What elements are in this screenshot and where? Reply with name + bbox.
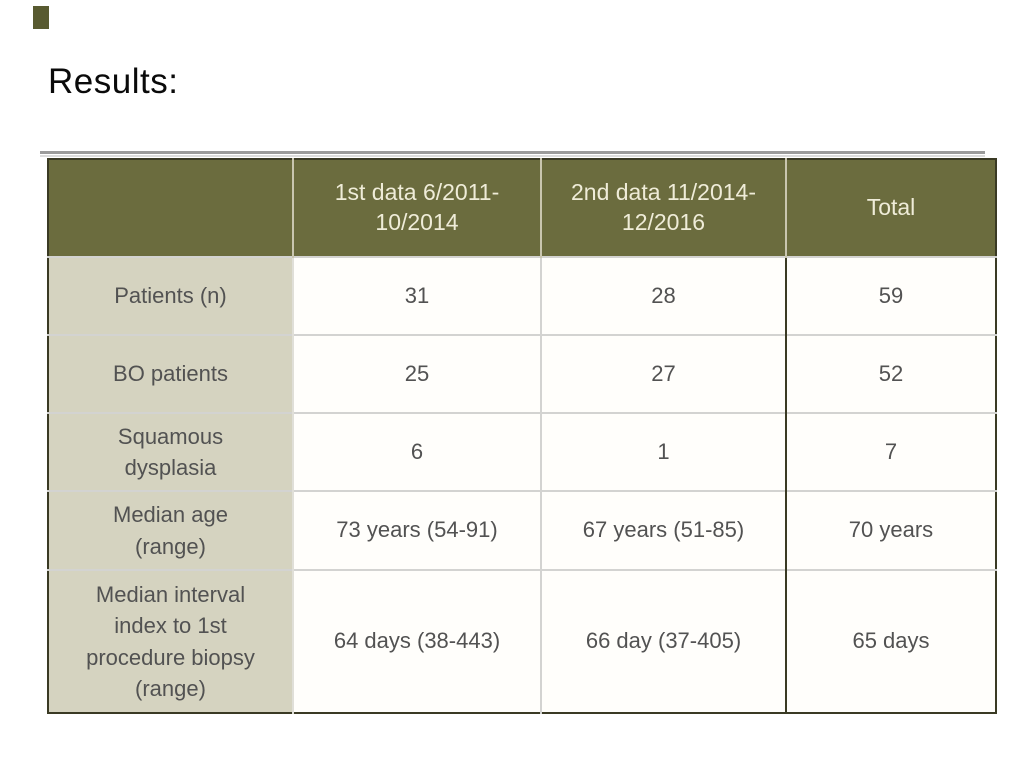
corner-accent-bar: [33, 6, 49, 29]
table-corner-cell: [48, 159, 293, 257]
slide-title: Results:: [48, 62, 179, 101]
cell-value: 6: [292, 412, 541, 491]
divider-rule-dark-line: [40, 151, 985, 154]
table-row: Squamous dysplasia 6 1 7: [48, 412, 996, 491]
table-row: Median age (range) 73 years (54-91) 67 y…: [48, 490, 996, 570]
table-header-row: 1st data 6/2011-10/2014 2nd data 11/2014…: [48, 159, 996, 257]
table-row: BO patients 25 27 52: [48, 334, 996, 413]
cell-value: 66 day (37-405): [540, 569, 786, 713]
row-label: BO patients: [48, 334, 293, 413]
cell-value: 59: [785, 256, 996, 335]
table-row: Median interval index to 1st procedure b…: [48, 569, 996, 713]
cell-value: 7: [785, 412, 996, 491]
row-label: Median age (range): [48, 490, 293, 570]
cell-value: 64 days (38-443): [292, 569, 541, 713]
cell-value: 28: [540, 256, 786, 335]
results-table: 1st data 6/2011-10/2014 2nd data 11/2014…: [47, 158, 997, 714]
table-row: Patients (n) 31 28 59: [48, 256, 996, 335]
column-header-total: Total: [785, 159, 996, 257]
column-header-first-data: 1st data 6/2011-10/2014: [292, 159, 541, 257]
cell-value: 31: [292, 256, 541, 335]
cell-value: 25: [292, 334, 541, 413]
cell-value: 52: [785, 334, 996, 413]
cell-value: 70 years: [785, 490, 996, 570]
cell-value: 65 days: [785, 569, 996, 713]
row-label: Squamous dysplasia: [48, 412, 293, 491]
row-label: Median interval index to 1st procedure b…: [48, 569, 293, 713]
cell-value: 73 years (54-91): [292, 490, 541, 570]
divider-rule: [40, 151, 985, 157]
cell-value: 67 years (51-85): [540, 490, 786, 570]
divider-rule-light-line: [40, 155, 985, 157]
cell-value: 1: [540, 412, 786, 491]
column-header-second-data: 2nd data 11/2014-12/2016: [540, 159, 786, 257]
cell-value: 27: [540, 334, 786, 413]
row-label: Patients (n): [48, 256, 293, 335]
